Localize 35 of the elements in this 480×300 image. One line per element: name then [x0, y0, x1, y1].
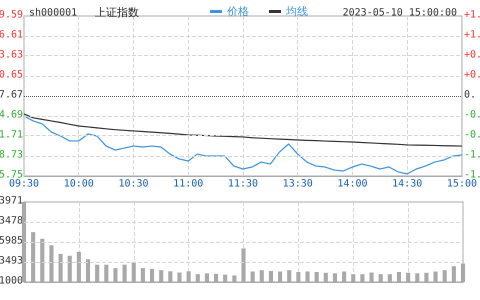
x-tick-label: 13:30: [282, 178, 313, 190]
x-tick-label: 11:30: [228, 178, 258, 190]
text: 2023-05-10 15:00:00: [342, 8, 457, 18]
x-tick-label: 15:00: [446, 178, 478, 190]
legend-label: 均线: [285, 5, 308, 18]
legend-label: 价格: [226, 5, 249, 18]
text: 1000: [0, 276, 24, 286]
text: -0.: [464, 130, 480, 140]
text: +1.: [464, 10, 480, 20]
text: -0.: [464, 110, 480, 120]
text: 5985: [0, 236, 24, 246]
x-tick-label: 10:30: [118, 178, 149, 190]
x-tick-label: 14:30: [392, 178, 422, 190]
text: 7.67: [0, 90, 24, 100]
text: 1.71: [0, 130, 24, 140]
text: 3478: [0, 216, 24, 226]
chart-title: 上证指数: [95, 6, 139, 19]
x-tick-label: 10:00: [64, 178, 94, 190]
text: 6.61: [0, 30, 24, 40]
x-tick-label: 14:00: [337, 178, 368, 190]
text: -1.: [464, 170, 480, 180]
text: 3971: [0, 196, 24, 206]
text: 0.65: [0, 70, 24, 80]
text: -1.: [464, 150, 480, 160]
x-tick-label: 09:30: [8, 178, 40, 190]
x-tick-label: 11:00: [173, 178, 204, 190]
text: 5.75: [0, 170, 24, 180]
text: 0.: [464, 90, 476, 100]
text: 3.63: [0, 50, 24, 60]
text: +0.: [464, 70, 480, 80]
text: 3493: [0, 256, 24, 266]
text: +1.: [464, 30, 480, 40]
text: 8.73: [0, 150, 24, 160]
chart-subtitle: sh000001: [29, 8, 78, 18]
text: +0.: [464, 50, 480, 60]
